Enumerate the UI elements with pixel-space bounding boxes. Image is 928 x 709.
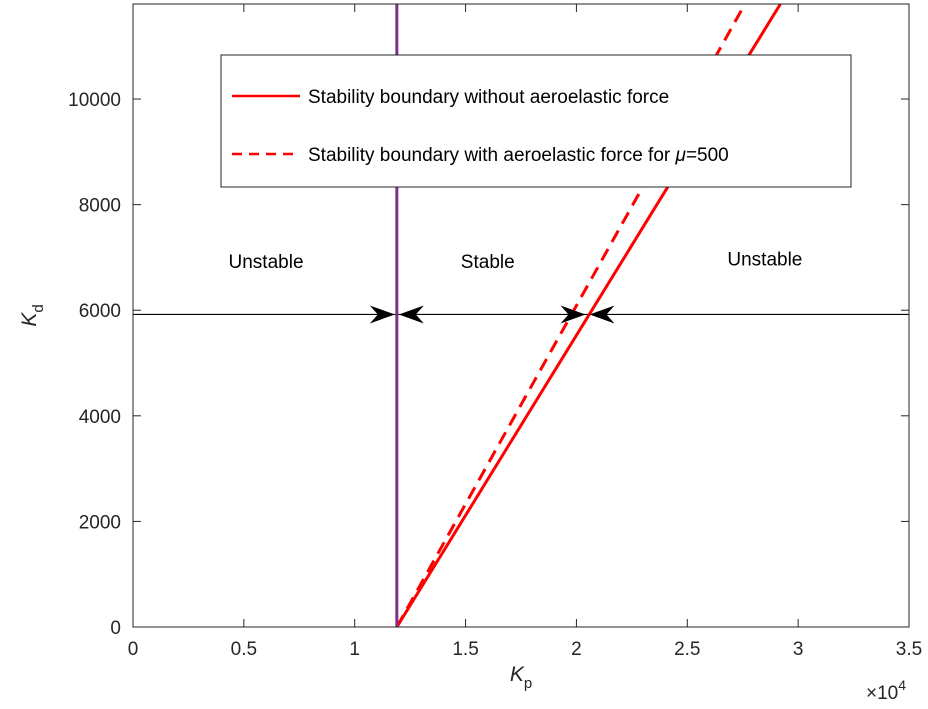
region-label-2: Unstable — [727, 249, 802, 270]
legend-box — [220, 54, 852, 188]
legend-entry-without-aeroelastic: Stability boundary without aeroelastic f… — [308, 87, 669, 108]
x-axis-exponent: ×104 — [866, 677, 906, 704]
legend: Stability boundary without aeroelastic f… — [220, 54, 852, 188]
y-tick-label: 6000 — [79, 301, 121, 322]
x-tick-label: 0.5 — [231, 639, 257, 660]
x-tick-label: 1.5 — [452, 639, 478, 660]
axes-box — [132, 3, 910, 628]
arrow-right-0 — [369, 305, 395, 324]
x-axis-label: Kp — [510, 663, 532, 692]
arrow-markers — [369, 305, 615, 324]
x-tick-label: 2 — [571, 639, 582, 660]
x-axis-exponent-power: 4 — [898, 677, 906, 693]
y-axis-label: Kd — [18, 304, 47, 326]
legend-entry-prefix: Stability boundary with aeroelastic forc… — [308, 145, 676, 166]
x-axis-label-main: K — [510, 663, 525, 686]
region-label-0: Unstable — [229, 252, 304, 273]
x-axis-label-sub: p — [524, 675, 532, 692]
arrow-left-3 — [589, 305, 615, 324]
x-tick-label: 3 — [793, 639, 804, 660]
axis-ticks: 0 0.5 1 1.5 2 2.5 3 3.5 0 2000 4000 6000 8000 10000 — [68, 4, 922, 660]
arrow-right-2 — [560, 305, 586, 324]
y-tick-label: 8000 — [79, 196, 121, 217]
x-axis-exponent-base: ×10 — [866, 683, 898, 704]
x-tick-label: 3.5 — [896, 639, 922, 660]
y-tick-label: 4000 — [79, 407, 121, 428]
x-tick-label: 2.5 — [674, 639, 700, 660]
x-tick-label: 0 — [128, 639, 139, 660]
legend-entry-suffix: =500 — [686, 145, 729, 166]
y-tick-label: 10000 — [68, 90, 121, 111]
y-tick-label: 2000 — [79, 512, 121, 533]
region-label-1: Stable — [461, 252, 515, 273]
arrow-left-1 — [398, 305, 424, 324]
y-tick-label: 0 — [110, 618, 121, 639]
y-axis-label-main: K — [18, 312, 41, 327]
region-annotations: Unstable Stable Unstable — [229, 249, 803, 273]
x-tick-label: 1 — [349, 639, 360, 660]
y-axis-label-sub: d — [30, 304, 47, 312]
mu-symbol: μ — [675, 145, 687, 166]
legend-entry-with-aeroelastic: Stability boundary with aeroelastic forc… — [308, 145, 729, 166]
